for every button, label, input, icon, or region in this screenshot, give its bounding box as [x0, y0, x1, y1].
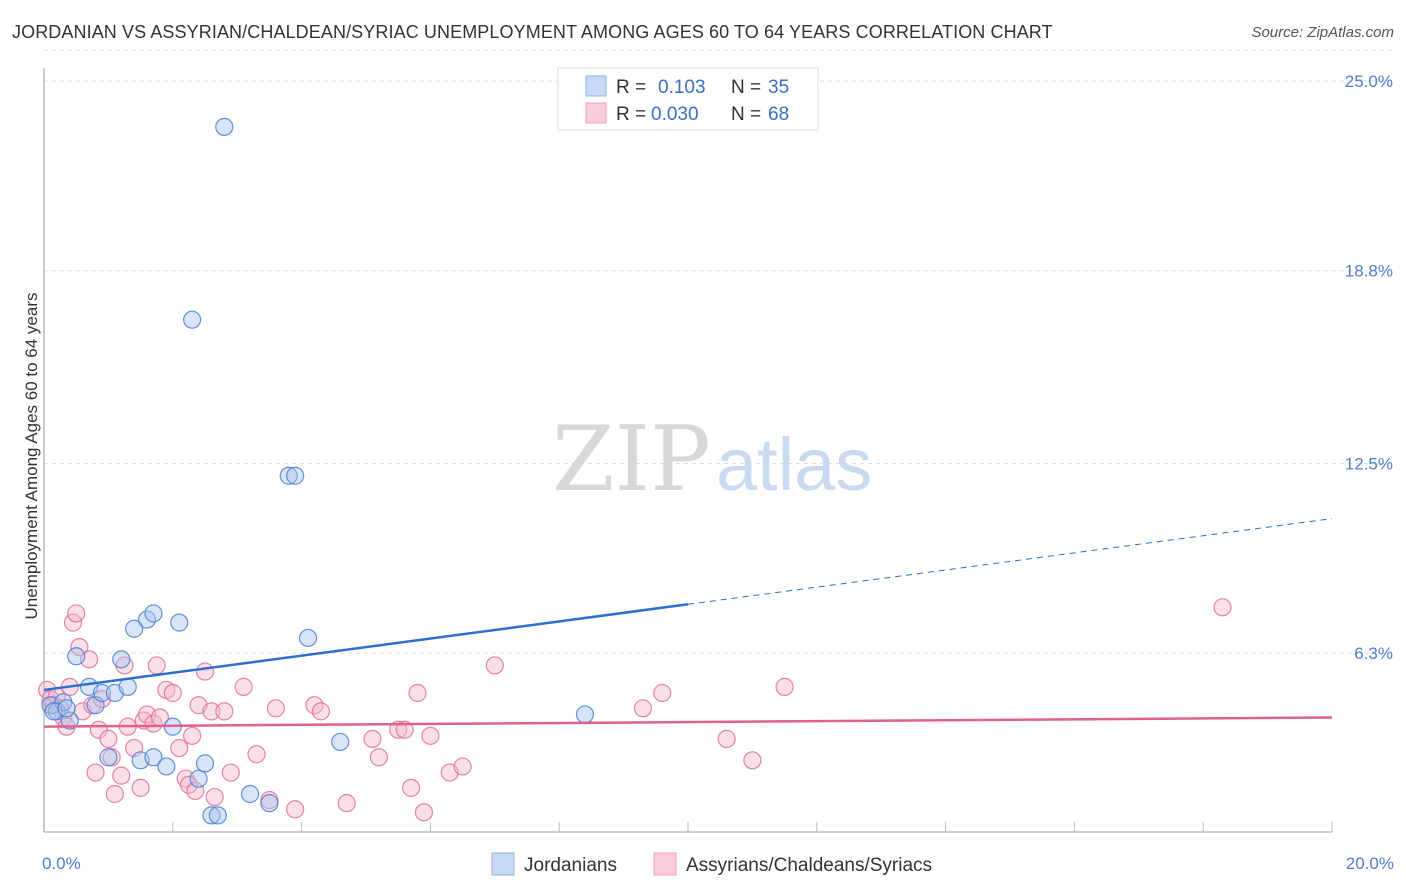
x-tick-labels: 0.0% 20.0% — [42, 854, 1394, 873]
data-point — [286, 800, 305, 819]
data-point — [118, 677, 137, 696]
data-point — [286, 466, 305, 485]
data-point — [240, 784, 260, 804]
trend-line-jordanians — [43, 603, 689, 692]
y-tick-label: 25.0% — [1345, 72, 1393, 91]
data-point — [208, 806, 227, 825]
legend-n-label-1: N = — [731, 77, 761, 98]
data-point — [205, 787, 224, 807]
data-point — [215, 702, 234, 721]
data-point — [369, 748, 388, 767]
data-point — [57, 699, 76, 718]
data-point — [86, 763, 105, 782]
legend-n-value-1: 35 — [768, 77, 789, 98]
data-point — [144, 748, 163, 767]
data-point — [112, 650, 131, 669]
correlation-legend: R = 0.103 N = 35 R = 0.030 N = 68 — [557, 67, 819, 131]
legend-r-label-2: R = — [616, 104, 646, 125]
data-point — [311, 702, 331, 721]
data-point — [221, 763, 240, 782]
legend-assyrians-swatch — [653, 852, 677, 876]
legend-swatch-blue — [585, 75, 607, 97]
data-point — [298, 628, 318, 648]
legend-jordanians-label: Jordanians — [524, 855, 617, 876]
data-point — [131, 778, 150, 797]
data-point — [183, 310, 202, 329]
data-point — [266, 699, 285, 718]
trend-lines — [43, 518, 1333, 728]
y-axis-label: Unemployment Among Ages 60 to 64 years — [22, 293, 41, 620]
data-point — [105, 784, 124, 804]
data-point — [743, 751, 762, 770]
legend-n-label-2: N = — [731, 104, 761, 125]
data-point — [485, 656, 504, 675]
chart-title: JORDANIAN VS ASSYRIAN/CHALDEAN/SYRIAC UN… — [12, 22, 1053, 42]
y-tick-labels: 6.3% 12.5% 18.8% 25.0% — [1345, 72, 1393, 663]
data-point — [170, 738, 189, 758]
data-point — [363, 729, 382, 749]
watermark: ZIP atlas — [552, 407, 872, 512]
data-point — [775, 677, 794, 696]
legend-r-value-1: 0.103 — [658, 77, 706, 98]
data-point — [421, 726, 440, 745]
trend-line-assyrians — [43, 716, 1333, 728]
legend-n-value-2: 68 — [768, 104, 789, 125]
watermark-atlas: atlas — [716, 423, 872, 506]
data-point — [1213, 598, 1232, 617]
data-point — [337, 794, 356, 813]
data-point — [331, 732, 350, 752]
data-point — [260, 794, 279, 813]
data-point — [202, 702, 221, 721]
legend-r-label-1: R = — [616, 77, 646, 98]
data-point — [717, 729, 736, 749]
source-label: Source: ZipAtlas.com — [1251, 24, 1394, 41]
data-point — [183, 726, 202, 745]
data-point — [163, 683, 182, 703]
data-point — [389, 720, 408, 739]
y-tick-label: 12.5% — [1345, 455, 1393, 474]
legend-r-value-2: 0.030 — [651, 104, 699, 125]
data-point — [125, 619, 144, 638]
data-point — [453, 757, 472, 776]
data-point — [633, 699, 653, 718]
data-point — [67, 604, 86, 623]
data-point — [575, 705, 595, 724]
data-point — [247, 745, 266, 764]
data-point — [99, 729, 118, 749]
data-point — [92, 683, 112, 703]
data-point — [144, 604, 163, 623]
y-tick-label: 18.8% — [1345, 262, 1393, 281]
data-point — [215, 117, 234, 137]
data-point — [170, 613, 189, 632]
data-point — [408, 683, 427, 703]
data-point — [67, 647, 86, 666]
data-point — [157, 757, 176, 776]
data-point — [395, 720, 414, 739]
legend-jordanians-swatch — [491, 852, 515, 876]
data-point — [99, 748, 118, 767]
data-point — [414, 803, 434, 822]
data-point — [189, 769, 208, 788]
data-point — [653, 683, 672, 703]
y-tick-label: 6.3% — [1354, 644, 1393, 663]
trend-line-jordanians-extension — [687, 518, 1333, 605]
data-point — [195, 754, 215, 773]
grid-lines — [44, 49, 1392, 654]
series-assyrians-points — [38, 598, 1232, 822]
data-point — [234, 677, 253, 696]
legend-assyrians-label: Assyrians/Chaldeans/Syriacs — [686, 855, 932, 876]
data-point — [401, 778, 421, 797]
legend-swatch-pink — [585, 102, 607, 124]
watermark-zip: ZIP — [552, 407, 711, 512]
data-point — [195, 662, 215, 681]
data-point — [202, 806, 221, 825]
data-point — [112, 766, 131, 785]
x-tick-max: 20.0% — [1346, 854, 1394, 873]
series-legend: Jordanians Assyrians/Chaldeans/Syriacs — [491, 852, 932, 876]
x-tick-min: 0.0% — [42, 854, 81, 873]
data-point — [279, 466, 298, 485]
data-point — [147, 656, 166, 675]
